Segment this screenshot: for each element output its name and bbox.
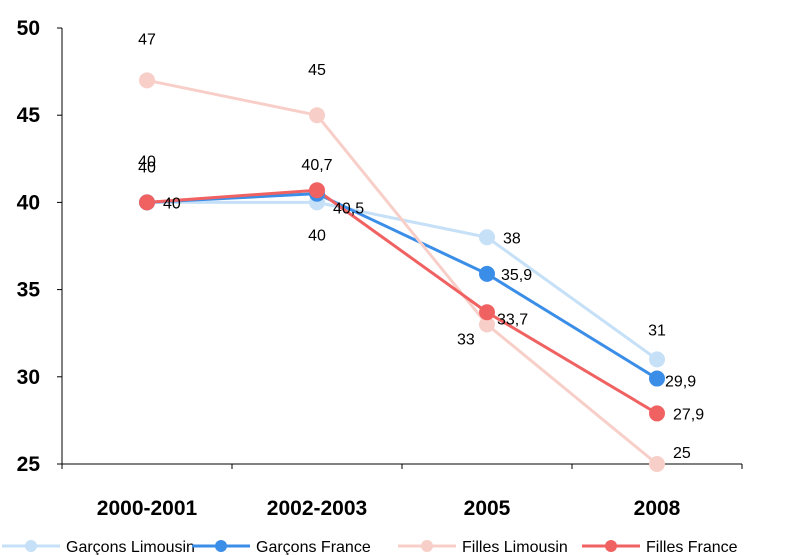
data-label: 47	[138, 31, 156, 48]
x-tick-label: 2008	[634, 497, 681, 520]
y-tick-label: 45	[17, 104, 41, 127]
legend-marker	[25, 540, 37, 552]
data-label: 33,7	[497, 311, 528, 328]
y-tick-label: 30	[17, 366, 40, 389]
data-label: 27,9	[673, 406, 704, 423]
legend-label: Filles Limousin	[462, 539, 568, 555]
x-tick-label: 2000-2001	[97, 497, 198, 520]
data-label: 31	[648, 322, 666, 339]
series-line-3	[146, 78, 658, 466]
data-point	[479, 316, 495, 333]
legend-marker	[421, 540, 433, 552]
data-label: 40	[163, 195, 181, 212]
data-point	[139, 72, 155, 89]
legend-label: Filles France	[646, 539, 738, 555]
data-point	[649, 370, 665, 387]
x-tick-label: 2005	[464, 497, 511, 520]
data-label: 40	[308, 227, 326, 244]
data-label: 40	[138, 153, 156, 170]
legend-marker	[605, 540, 617, 552]
legend-label: Garçons France	[256, 539, 371, 555]
x-tick-label: 2002-2003	[267, 497, 367, 520]
legend-label: Garçons Limousin	[66, 539, 195, 555]
legend-marker	[215, 540, 227, 552]
series-points	[139, 72, 665, 472]
data-point	[649, 405, 665, 422]
data-point	[309, 182, 325, 199]
data-point	[649, 456, 665, 472]
data-label: 40,5	[333, 201, 364, 218]
data-point	[649, 351, 665, 368]
data-label: 38	[503, 230, 521, 247]
data-label: 29,9	[665, 374, 696, 391]
y-tick-label: 40	[17, 191, 40, 214]
series-line-2	[146, 192, 658, 380]
legend: Garçons Limousin Garçons France Filles Lim…	[2, 539, 738, 555]
data-point	[309, 107, 325, 124]
data-point	[479, 229, 495, 246]
data-label: 25	[673, 445, 691, 462]
series-line-4	[146, 188, 658, 415]
data-label: 40,7	[301, 157, 332, 174]
data-point	[479, 265, 495, 282]
series-line-1	[147, 200, 658, 361]
data-label: 45	[308, 62, 326, 79]
data-label: 33	[457, 331, 475, 348]
data-point	[479, 304, 495, 321]
y-tick-label: 35	[17, 279, 41, 302]
axes: 25 30 35 40 45 50 2000-2001 2002-2003 2005 2008	[17, 17, 743, 520]
data-label: 40	[138, 159, 156, 176]
y-tick-label: 25	[17, 453, 41, 476]
y-tick-label: 50	[17, 17, 40, 40]
series-lines	[146, 78, 658, 466]
data-point	[139, 194, 155, 211]
data-label: 35,9	[501, 267, 532, 284]
